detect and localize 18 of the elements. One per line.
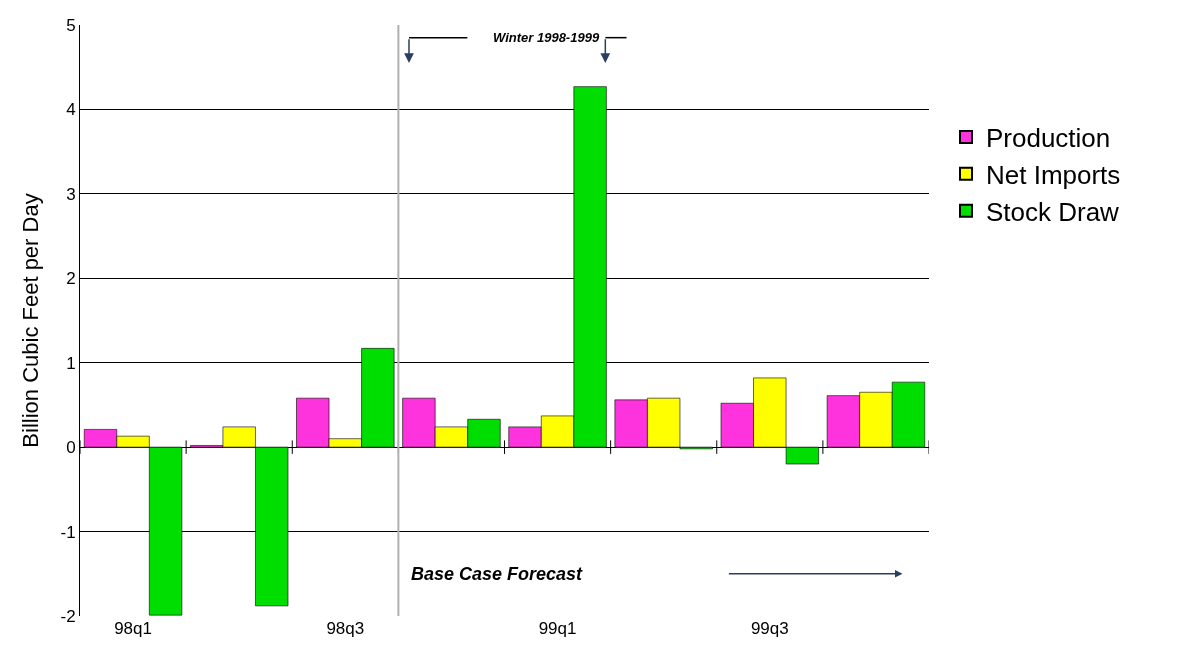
x-tick-label: 99q1 xyxy=(538,619,577,638)
y-tick-label: 1 xyxy=(66,353,76,373)
y-tick-label: 3 xyxy=(66,184,76,204)
y-axis-title: Billion Cubic Feet per Day xyxy=(18,193,44,448)
y-tick-label: -2 xyxy=(60,606,76,626)
legend-label: Net Imports xyxy=(985,159,1121,190)
y-tick-label: 4 xyxy=(66,100,76,120)
x-tick-label: 98q1 xyxy=(114,619,152,638)
legend-label: Stock Draw xyxy=(985,196,1120,227)
annotation: Base Case Forecast xyxy=(411,564,584,584)
y-tick-label: 5 xyxy=(66,15,76,35)
legend-label: Production xyxy=(985,123,1111,154)
x-tick-label: 98q3 xyxy=(326,619,365,638)
y-tick-label: 0 xyxy=(66,438,76,458)
x-tick-label: 99q3 xyxy=(750,619,789,638)
annotation: Winter 1998-1999 xyxy=(493,30,600,45)
y-tick-label: -1 xyxy=(60,522,76,542)
y-tick-label: 2 xyxy=(66,269,76,289)
